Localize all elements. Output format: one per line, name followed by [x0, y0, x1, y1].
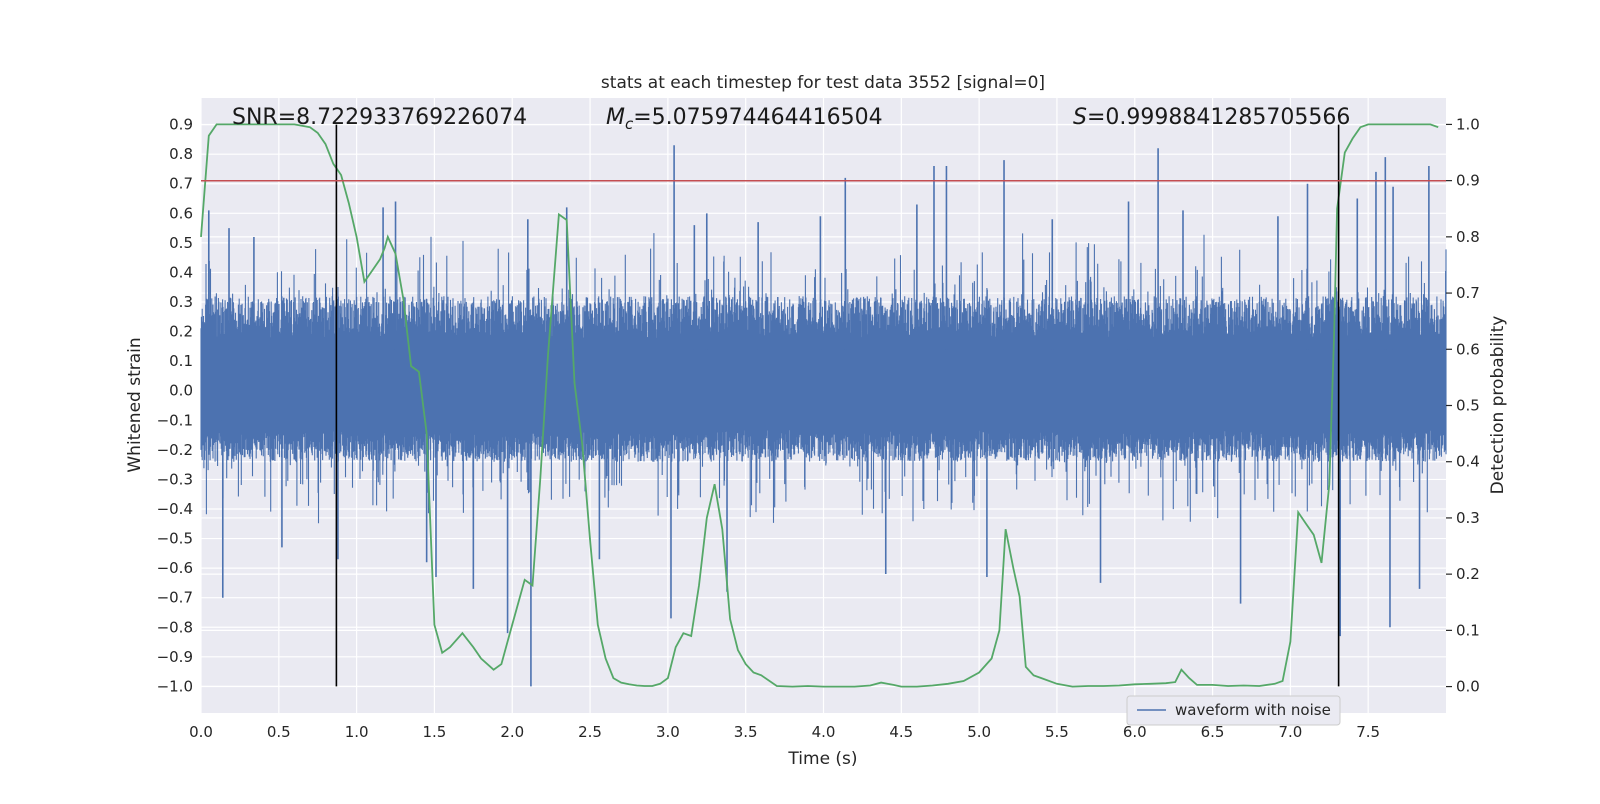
y2-tick-label: 0.3: [1456, 509, 1480, 527]
y-tick-label: 0.9: [169, 116, 193, 134]
waveform-core: [201, 349, 1446, 421]
y-tick-label: 0.3: [169, 293, 193, 311]
x-tick-label: 7.5: [1356, 723, 1380, 741]
legend: waveform with noise: [1126, 695, 1341, 726]
x-tick-label: 1.0: [345, 723, 369, 741]
y2-tick-label: 1.0: [1456, 115, 1480, 133]
y2-tick-label: 0.7: [1456, 284, 1480, 302]
x-tick-label: 6.5: [1201, 723, 1225, 741]
y-tick-label: 0.6: [169, 204, 193, 222]
y-tick-label: −0.8: [157, 618, 193, 636]
score-value: =0.9998841285705566: [1087, 105, 1350, 130]
probability-series: [200, 123, 1439, 688]
x-tick-label: 3.0: [656, 723, 680, 741]
y-axis-label: Whitened strain: [125, 337, 145, 472]
chirp-mass-symbol: M: [606, 105, 625, 130]
y-tick-label: −0.3: [157, 470, 193, 488]
x-tick-label: 1.5: [423, 723, 447, 741]
y-tick-label: −0.4: [157, 500, 193, 518]
legend-label: waveform with noise: [1175, 701, 1331, 719]
x-tick-label: 2.5: [578, 723, 602, 741]
chirp-mass-annotation: Mc=5.075974464416504: [606, 105, 883, 133]
x-tick-label: 4.5: [889, 723, 913, 741]
y-tick-label: −0.9: [157, 648, 193, 666]
x-tick-label: 6.0: [1123, 723, 1147, 741]
y-tick-label: −0.2: [157, 441, 193, 459]
y-tick-label: −0.7: [157, 589, 193, 607]
y2-tick-label: 0.4: [1456, 453, 1480, 471]
chirp-mass-value: =5.075974464416504: [633, 105, 882, 130]
y-tick-label: −0.5: [157, 530, 193, 548]
y-tick-label: 0.5: [169, 234, 193, 252]
y-tick-label: 0.1: [169, 352, 193, 370]
score-symbol: S: [1073, 105, 1087, 130]
x-axis-label: Time (s): [787, 749, 857, 769]
y2-tick-label: 0.8: [1456, 228, 1480, 246]
y-tick-label: −1.0: [157, 677, 193, 695]
y2-axis-ticks: 1.0 0.9 0.8 0.7 0.6 0.5 0.4 0.3 0.2 0.1 0.0: [1446, 115, 1480, 696]
y-tick-label: 0.8: [169, 145, 193, 163]
y-tick-label: −0.6: [157, 559, 193, 577]
x-tick-label: 0.5: [267, 723, 291, 741]
y2-tick-label: 0.0: [1456, 678, 1480, 696]
x-axis-ticks: 0.0 0.5 1.0 1.5 2.0 2.5 3.0 3.5 4.0 4.5 5.0 5.5 6.0 6…: [189, 723, 1380, 741]
y-tick-label: 0.7: [169, 175, 193, 193]
x-tick-label: 5.5: [1045, 723, 1069, 741]
snr-annotation: SNR=8.722933769226074: [232, 105, 527, 130]
y-tick-label: 0.2: [169, 323, 193, 341]
probability-line: [200, 123, 1439, 688]
overlays: [201, 124, 1446, 687]
chirp-mass-subscript: c: [625, 115, 634, 133]
y2-tick-label: 0.9: [1456, 172, 1480, 190]
y2-tick-label: 0.5: [1456, 397, 1480, 415]
x-tick-label: 4.0: [812, 723, 836, 741]
y-tick-label: 0.0: [169, 382, 193, 400]
legend-box: [1126, 695, 1341, 726]
waveform-series: [200, 145, 1447, 687]
x-tick-label: 5.0: [967, 723, 991, 741]
y-axis-ticks: 0.9 0.8 0.7 0.6 0.5 0.4 0.3 0.2 0.1 0.0 −0.1 −0.2 −0…: [157, 116, 193, 696]
x-tick-label: 3.5: [734, 723, 758, 741]
y-tick-label: 0.4: [169, 263, 193, 281]
x-tick-label: 2.0: [500, 723, 524, 741]
score-annotation: S=0.9998841285705566: [1073, 105, 1350, 130]
x-tick-label: 0.0: [189, 723, 213, 741]
y-tick-label: −0.1: [157, 411, 193, 429]
y2-tick-label: 0.6: [1456, 340, 1480, 358]
y2-tick-label: 0.1: [1456, 621, 1480, 639]
y2-axis-label: Detection probability: [1488, 316, 1508, 495]
x-tick-label: 7.0: [1278, 723, 1302, 741]
y2-tick-label: 0.2: [1456, 565, 1480, 583]
chart-title: stats at each timestep for test data 355…: [601, 73, 1045, 93]
